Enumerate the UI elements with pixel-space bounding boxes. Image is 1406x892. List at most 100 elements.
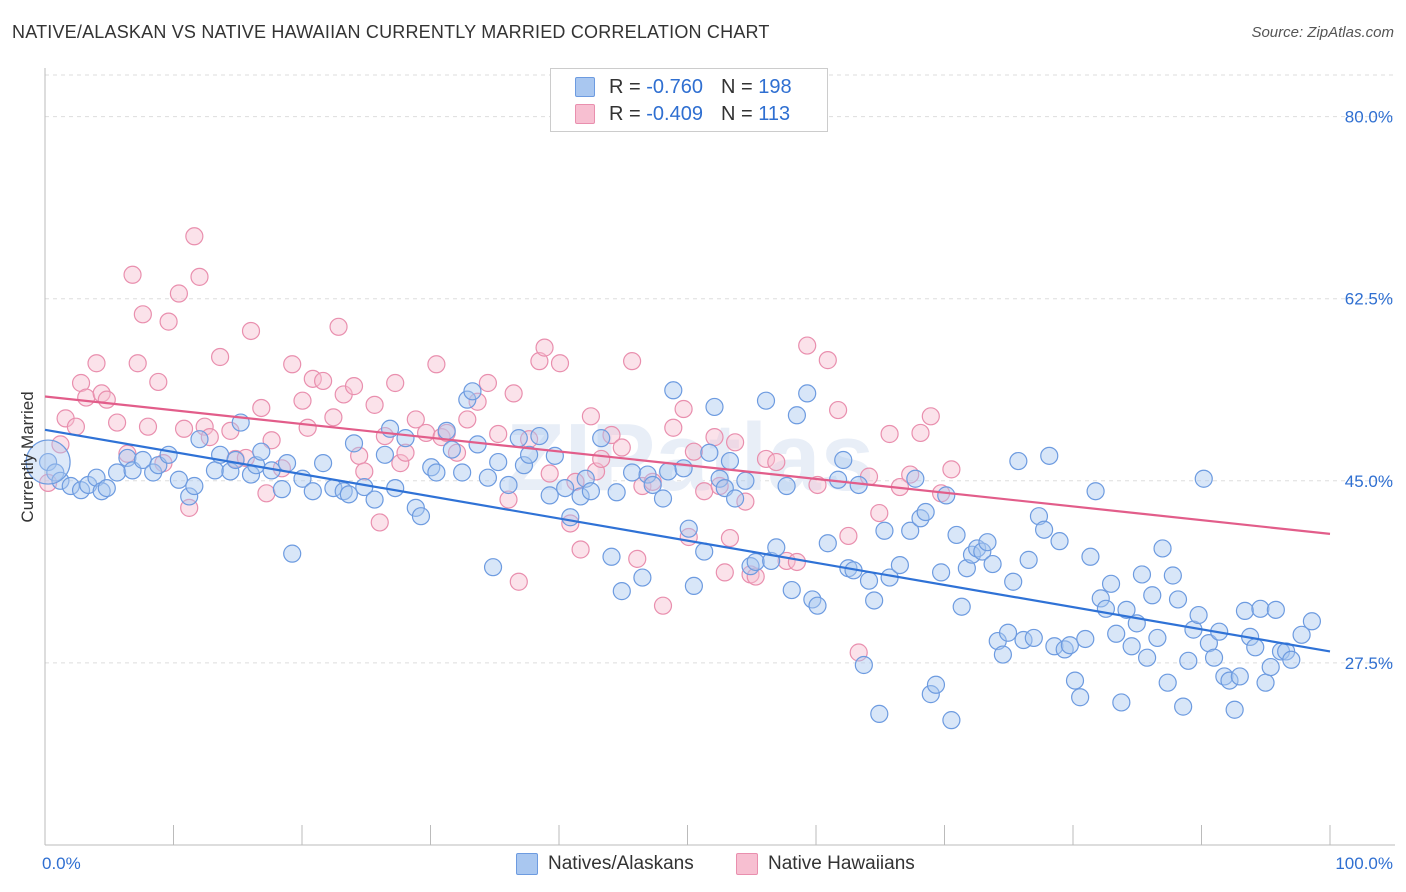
hawaiian-point	[581, 407, 601, 426]
native-point	[782, 580, 801, 600]
n-value: 113	[758, 102, 791, 125]
native-point	[1112, 693, 1131, 712]
hawaiian-point	[628, 549, 647, 568]
native-point	[344, 434, 364, 453]
hawaiians-trend-line	[44, 395, 1331, 535]
native-point	[159, 445, 178, 464]
hawaiian-point	[870, 503, 889, 523]
r-value: -0.760	[646, 75, 703, 98]
legend-label-natives: Natives/Alaskans	[548, 853, 694, 874]
hawaiian-point	[653, 596, 673, 615]
hawaiian-point	[190, 267, 209, 286]
native-point	[968, 539, 987, 558]
hawaiian-point	[324, 408, 343, 427]
hawaiian-point	[880, 424, 899, 444]
native-point	[1148, 628, 1167, 648]
hawaiian-point	[77, 388, 96, 407]
hawaiian-point	[329, 317, 348, 336]
native-point	[411, 507, 431, 526]
hawaiian-point	[535, 338, 554, 357]
native-point	[1256, 673, 1275, 692]
native-point	[1292, 625, 1311, 644]
hawaiian-point	[530, 352, 549, 371]
tick-labels: 27.5% 45.0% 62.5% 80.0% 0.0% 100.0%	[42, 108, 1393, 873]
native-point	[633, 568, 652, 587]
hawaiian-point	[97, 390, 116, 409]
native-point	[998, 623, 1018, 642]
r-label: R =	[609, 102, 641, 125]
hawaiian-point	[828, 400, 848, 420]
hawaiian-point	[252, 398, 271, 418]
native-point	[890, 555, 910, 575]
native-point	[1065, 671, 1085, 690]
native-point	[519, 445, 539, 464]
hawaiian-point	[396, 443, 415, 462]
native-point	[581, 482, 601, 501]
native-point	[973, 542, 992, 561]
legend-row-natives: R = -0.760 N = 198	[575, 74, 792, 100]
native-point	[1282, 650, 1301, 669]
native-point	[277, 454, 297, 473]
native-point	[1004, 572, 1023, 591]
hawaiian-point	[911, 423, 930, 443]
native-point	[622, 463, 642, 482]
hawaiian-point	[571, 540, 590, 559]
native-point	[396, 429, 415, 448]
legend-row-hawaiians: R = -0.409 N = 113	[575, 101, 790, 127]
native-point	[952, 597, 971, 616]
hawaiian-point	[314, 371, 333, 391]
hawaiian-point	[504, 384, 523, 403]
hawaiian-point	[241, 321, 261, 341]
hawaiian-point	[808, 475, 827, 495]
n-label: N =	[720, 75, 753, 98]
y-tick-label: 80.0%	[1345, 108, 1393, 127]
native-point	[205, 461, 225, 480]
native-point	[957, 559, 976, 578]
native-point	[653, 489, 673, 508]
native-point	[926, 675, 946, 694]
native-point	[314, 454, 333, 473]
native-point	[180, 487, 199, 506]
native-point	[1101, 574, 1121, 593]
native-point	[365, 490, 384, 509]
native-point	[272, 480, 291, 499]
hawaiian-point	[489, 424, 508, 444]
hawaiian-point	[509, 572, 528, 591]
native-point	[463, 382, 482, 401]
native-point	[901, 521, 920, 540]
native-point	[1045, 637, 1064, 656]
hawaiian-point	[365, 395, 384, 414]
native-point	[684, 576, 704, 596]
hawaiian-point	[262, 431, 281, 450]
legend-item-hawaiians: Native Hawaiians	[736, 852, 915, 876]
native-point	[92, 482, 111, 501]
native-point	[906, 469, 925, 488]
native-point	[1019, 550, 1038, 569]
legend-item-natives: Natives/Alaskans	[516, 852, 694, 876]
native-point	[1091, 589, 1110, 608]
native-point	[571, 487, 590, 506]
hawaiian-point	[447, 443, 467, 462]
native-point	[720, 451, 740, 471]
native-point	[1194, 469, 1213, 488]
native-point	[1076, 629, 1095, 649]
native-point	[1261, 657, 1280, 677]
hawaiian-point	[818, 351, 837, 370]
native-point	[252, 442, 271, 461]
native-point	[1230, 667, 1249, 686]
hawaiian-point	[391, 454, 410, 473]
native-point	[1060, 636, 1079, 655]
native-point	[602, 547, 621, 566]
hawaiian-point	[211, 347, 230, 367]
native-point	[1071, 688, 1090, 707]
native-point	[375, 445, 394, 464]
native-point	[453, 463, 472, 482]
native-point	[169, 470, 188, 489]
hawaiian-point	[66, 417, 86, 436]
source-label: Source: ZipAtlas.com	[1251, 24, 1394, 41]
hawaiian-point	[715, 563, 734, 582]
native-point	[1122, 637, 1141, 656]
hawaiian-point	[540, 464, 559, 483]
native-point	[1235, 601, 1255, 620]
